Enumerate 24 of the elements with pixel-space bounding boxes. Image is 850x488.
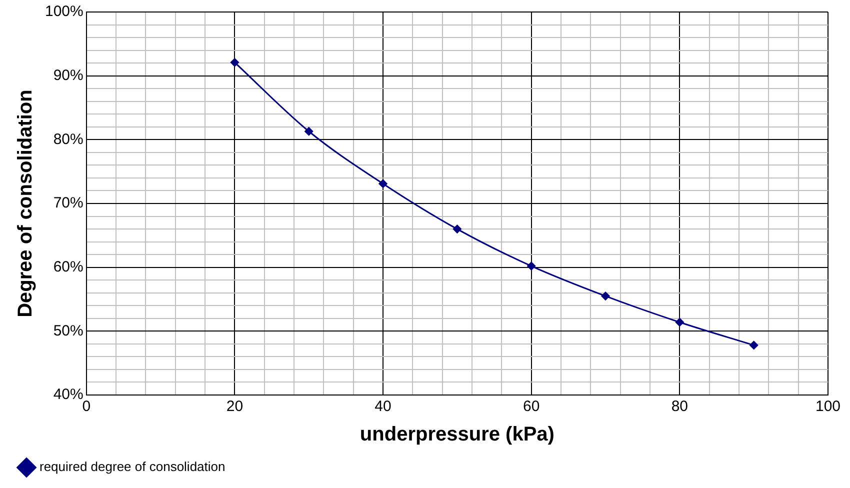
y-tick-label: 40% bbox=[53, 386, 84, 404]
x-tick-label: 80 bbox=[671, 398, 688, 416]
y-tick-label: 90% bbox=[53, 66, 84, 84]
point bbox=[601, 292, 610, 300]
y-tick-label: 60% bbox=[53, 258, 84, 276]
point bbox=[527, 262, 536, 270]
x-tick-label: 100 bbox=[815, 398, 841, 416]
point bbox=[452, 224, 462, 234]
y-tick-label: 80% bbox=[53, 130, 84, 148]
x-tick-label: 0 bbox=[82, 398, 91, 416]
point bbox=[750, 340, 758, 350]
legend-label: required degree of consolidation bbox=[40, 459, 226, 474]
point bbox=[230, 58, 239, 67]
y-tick-label: 50% bbox=[53, 322, 84, 340]
y-tick-label: 70% bbox=[53, 194, 84, 212]
x-tick-label: 60 bbox=[523, 398, 540, 416]
x-tick-label: 40 bbox=[374, 398, 392, 416]
y-tick-label: 100% bbox=[44, 3, 84, 20]
point bbox=[304, 127, 314, 136]
x-tick-label: 20 bbox=[226, 398, 244, 416]
point bbox=[675, 318, 684, 326]
y-axis-title: Degree of consolidation bbox=[14, 90, 37, 318]
x-axis-title: underpressure (kPa) bbox=[360, 424, 554, 446]
point bbox=[378, 179, 388, 188]
